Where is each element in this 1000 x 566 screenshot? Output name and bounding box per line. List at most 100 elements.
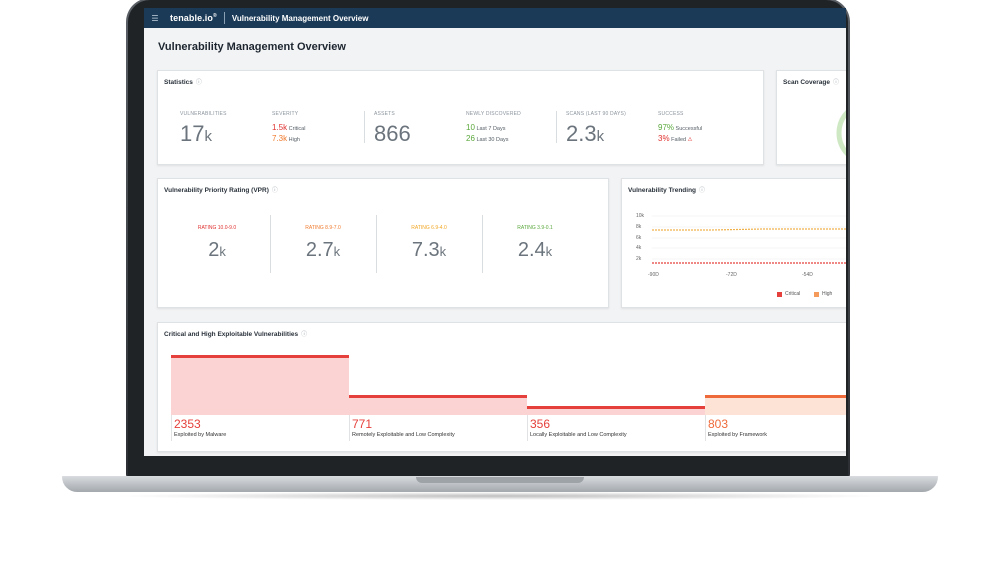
divider: [705, 415, 706, 441]
vpr-title: Vulnerability Priority Rating (VPR) ⓘ: [164, 187, 278, 194]
stat-scans[interactable]: SCANS (LAST 90 DAYS) 2.3k: [566, 111, 626, 147]
brand-logo[interactable]: tenable.io®: [170, 13, 217, 23]
vpr-rating-value: 2.4k: [517, 239, 553, 261]
vpr-card: Vulnerability Priority Rating (VPR) ⓘ RAT…: [157, 178, 609, 308]
bottom-bezel-strip: [144, 456, 846, 464]
exploitable-label: Exploited by Framework: [708, 432, 767, 438]
stat-assets[interactable]: ASSETS 866: [374, 111, 411, 147]
trending-title: Vulnerability Trending ⓘ: [628, 187, 706, 194]
vpr-rating-value: 7.3k: [411, 239, 447, 261]
screen: ☰ tenable.io® Vulnerability Management O…: [144, 8, 846, 464]
scan-coverage-donut[interactable]: [777, 71, 846, 166]
y-tick-label: 4k: [636, 245, 642, 251]
info-icon[interactable]: ⓘ: [301, 332, 308, 338]
top-bar: ☰ tenable.io® Vulnerability Management O…: [144, 8, 846, 28]
stat-value: 2.3k: [566, 121, 605, 146]
vpr-rating-label: RATING 8.9-7.0: [305, 225, 341, 231]
divider: [364, 111, 365, 143]
vpr-rating-3[interactable]: RATING 6.9-4.0 7.3k: [376, 225, 482, 262]
laptop-base: [62, 476, 938, 492]
legend-label: Critical: [785, 291, 801, 297]
stat-value: 17k: [180, 121, 212, 146]
exploitable-bar: [705, 394, 846, 415]
exploitable-value: 356: [530, 417, 551, 431]
vpr-rating-label: RATING 10.0-9.0: [197, 225, 237, 231]
hamburger-menu-icon[interactable]: ☰: [151, 13, 159, 23]
laptop-shadow: [110, 492, 890, 500]
stat-label: SEVERITY: [272, 111, 299, 117]
stat-label: SCANS (LAST 90 DAYS): [566, 111, 626, 117]
trending-chart[interactable]: [622, 179, 846, 309]
page-title: Vulnerability Management Overview: [158, 41, 346, 53]
stat-newly-discovered: NEWLY DISCOVERED 10 Last 7 Days 26 Last …: [466, 111, 521, 143]
app-title: Vulnerability Management Overview: [231, 13, 369, 23]
stat-label: NEWLY DISCOVERED: [466, 111, 521, 117]
exploitable-value: 771: [352, 417, 373, 431]
scan-coverage-title: Scan Coverage ⓘ: [783, 79, 839, 86]
exploitable-column[interactable]: 356 Locally Exploitable and Low Complexit…: [527, 323, 705, 453]
vpr-rating-label: RATING 6.9-4.0: [411, 225, 447, 231]
stat-label: SUCCESS: [658, 111, 684, 117]
y-tick-label: 10k: [636, 213, 645, 219]
info-icon[interactable]: ⓘ: [699, 188, 706, 194]
success-successful[interactable]: 97% Successful: [658, 123, 703, 132]
statistics-card: Statistics ⓘ VULNERABILITIES 17k SEVERITY…: [157, 70, 764, 165]
vpr-rating-value: 2.7k: [305, 239, 341, 261]
stat-severity: SEVERITY 1.5k Critical 7.3k High: [272, 111, 305, 143]
info-icon[interactable]: ⓘ: [271, 188, 278, 194]
divider: [349, 415, 350, 441]
legend-item-critical[interactable]: Critical: [777, 291, 800, 297]
exploitable-column[interactable]: 771 Remotely Exploitable and Low Complexi…: [349, 323, 527, 453]
legend-swatch: [814, 291, 819, 297]
stat-success: SUCCESS 97% Successful 3% Failed ⚠: [658, 111, 702, 143]
laptop-notch: [416, 477, 584, 483]
exploitable-value: 803: [708, 417, 729, 431]
divider: [482, 215, 483, 273]
divider: [556, 111, 557, 143]
statistics-title: Statistics ⓘ: [164, 79, 202, 86]
stat-label: VULNERABILITIES: [180, 111, 227, 117]
exploitable-bar: [349, 395, 527, 415]
legend-label: High: [822, 291, 833, 297]
severity-critical[interactable]: 1.5k Critical: [272, 123, 306, 132]
vpr-rating-value: 2k: [208, 239, 226, 261]
warning-icon: ⚠: [687, 137, 693, 143]
stat-value: 866: [374, 121, 411, 146]
y-tick-label: 2k: [636, 256, 642, 262]
vpr-rating-1[interactable]: RATING 10.0-9.0 2k: [164, 225, 270, 262]
exploitable-label: Exploited by Malware: [174, 432, 227, 438]
scan-coverage-card: Scan Coverage ⓘ: [776, 70, 846, 165]
y-tick-label: 8k: [636, 224, 642, 230]
severity-high[interactable]: 7.3k High: [272, 134, 300, 143]
stat-label: ASSETS: [374, 111, 395, 117]
stat-vulnerabilities[interactable]: VULNERABILITIES 17k: [180, 111, 227, 147]
exploitable-card: Critical and High Exploitable Vulnerabil…: [157, 322, 846, 452]
info-icon[interactable]: ⓘ: [832, 80, 839, 86]
info-icon[interactable]: ⓘ: [195, 80, 202, 86]
divider: [376, 215, 377, 273]
exploitable-value: 2353: [174, 417, 201, 431]
legend-swatch: [777, 291, 782, 297]
divider: [171, 415, 172, 441]
newly-last-7[interactable]: 10 Last 7 Days: [466, 123, 506, 132]
exploitable-title: Critical and High Exploitable Vulnerabil…: [164, 331, 308, 338]
exploitable-bar: [171, 355, 349, 415]
legend-item-high[interactable]: High: [814, 291, 832, 297]
vpr-rating-4[interactable]: RATING 3.9-0.1 2.4k: [482, 225, 588, 262]
exploitable-column[interactable]: 803 Exploited by Framework: [705, 323, 846, 453]
divider: [527, 415, 528, 441]
newly-last-30[interactable]: 26 Last 30 Days: [466, 134, 509, 143]
x-tick-label: -54D: [802, 272, 813, 278]
y-tick-label: 6k: [636, 235, 642, 241]
vpr-rating-label: RATING 3.9-0.1: [517, 225, 553, 231]
exploitable-column[interactable]: 2353 Exploited by Malware: [171, 323, 349, 453]
exploitable-label: Locally Exploitable and Low Complexity: [530, 432, 627, 438]
vpr-rating-2[interactable]: RATING 8.9-7.0 2.7k: [270, 225, 376, 262]
exploitable-label: Remotely Exploitable and Low Complexity: [352, 432, 455, 438]
high-series-line: [652, 228, 846, 231]
success-failed[interactable]: 3% Failed ⚠: [658, 134, 693, 143]
divider: [270, 215, 271, 273]
x-tick-label: -90D: [648, 272, 659, 278]
x-tick-label: -72D: [726, 272, 737, 278]
topbar-divider: [223, 12, 225, 24]
